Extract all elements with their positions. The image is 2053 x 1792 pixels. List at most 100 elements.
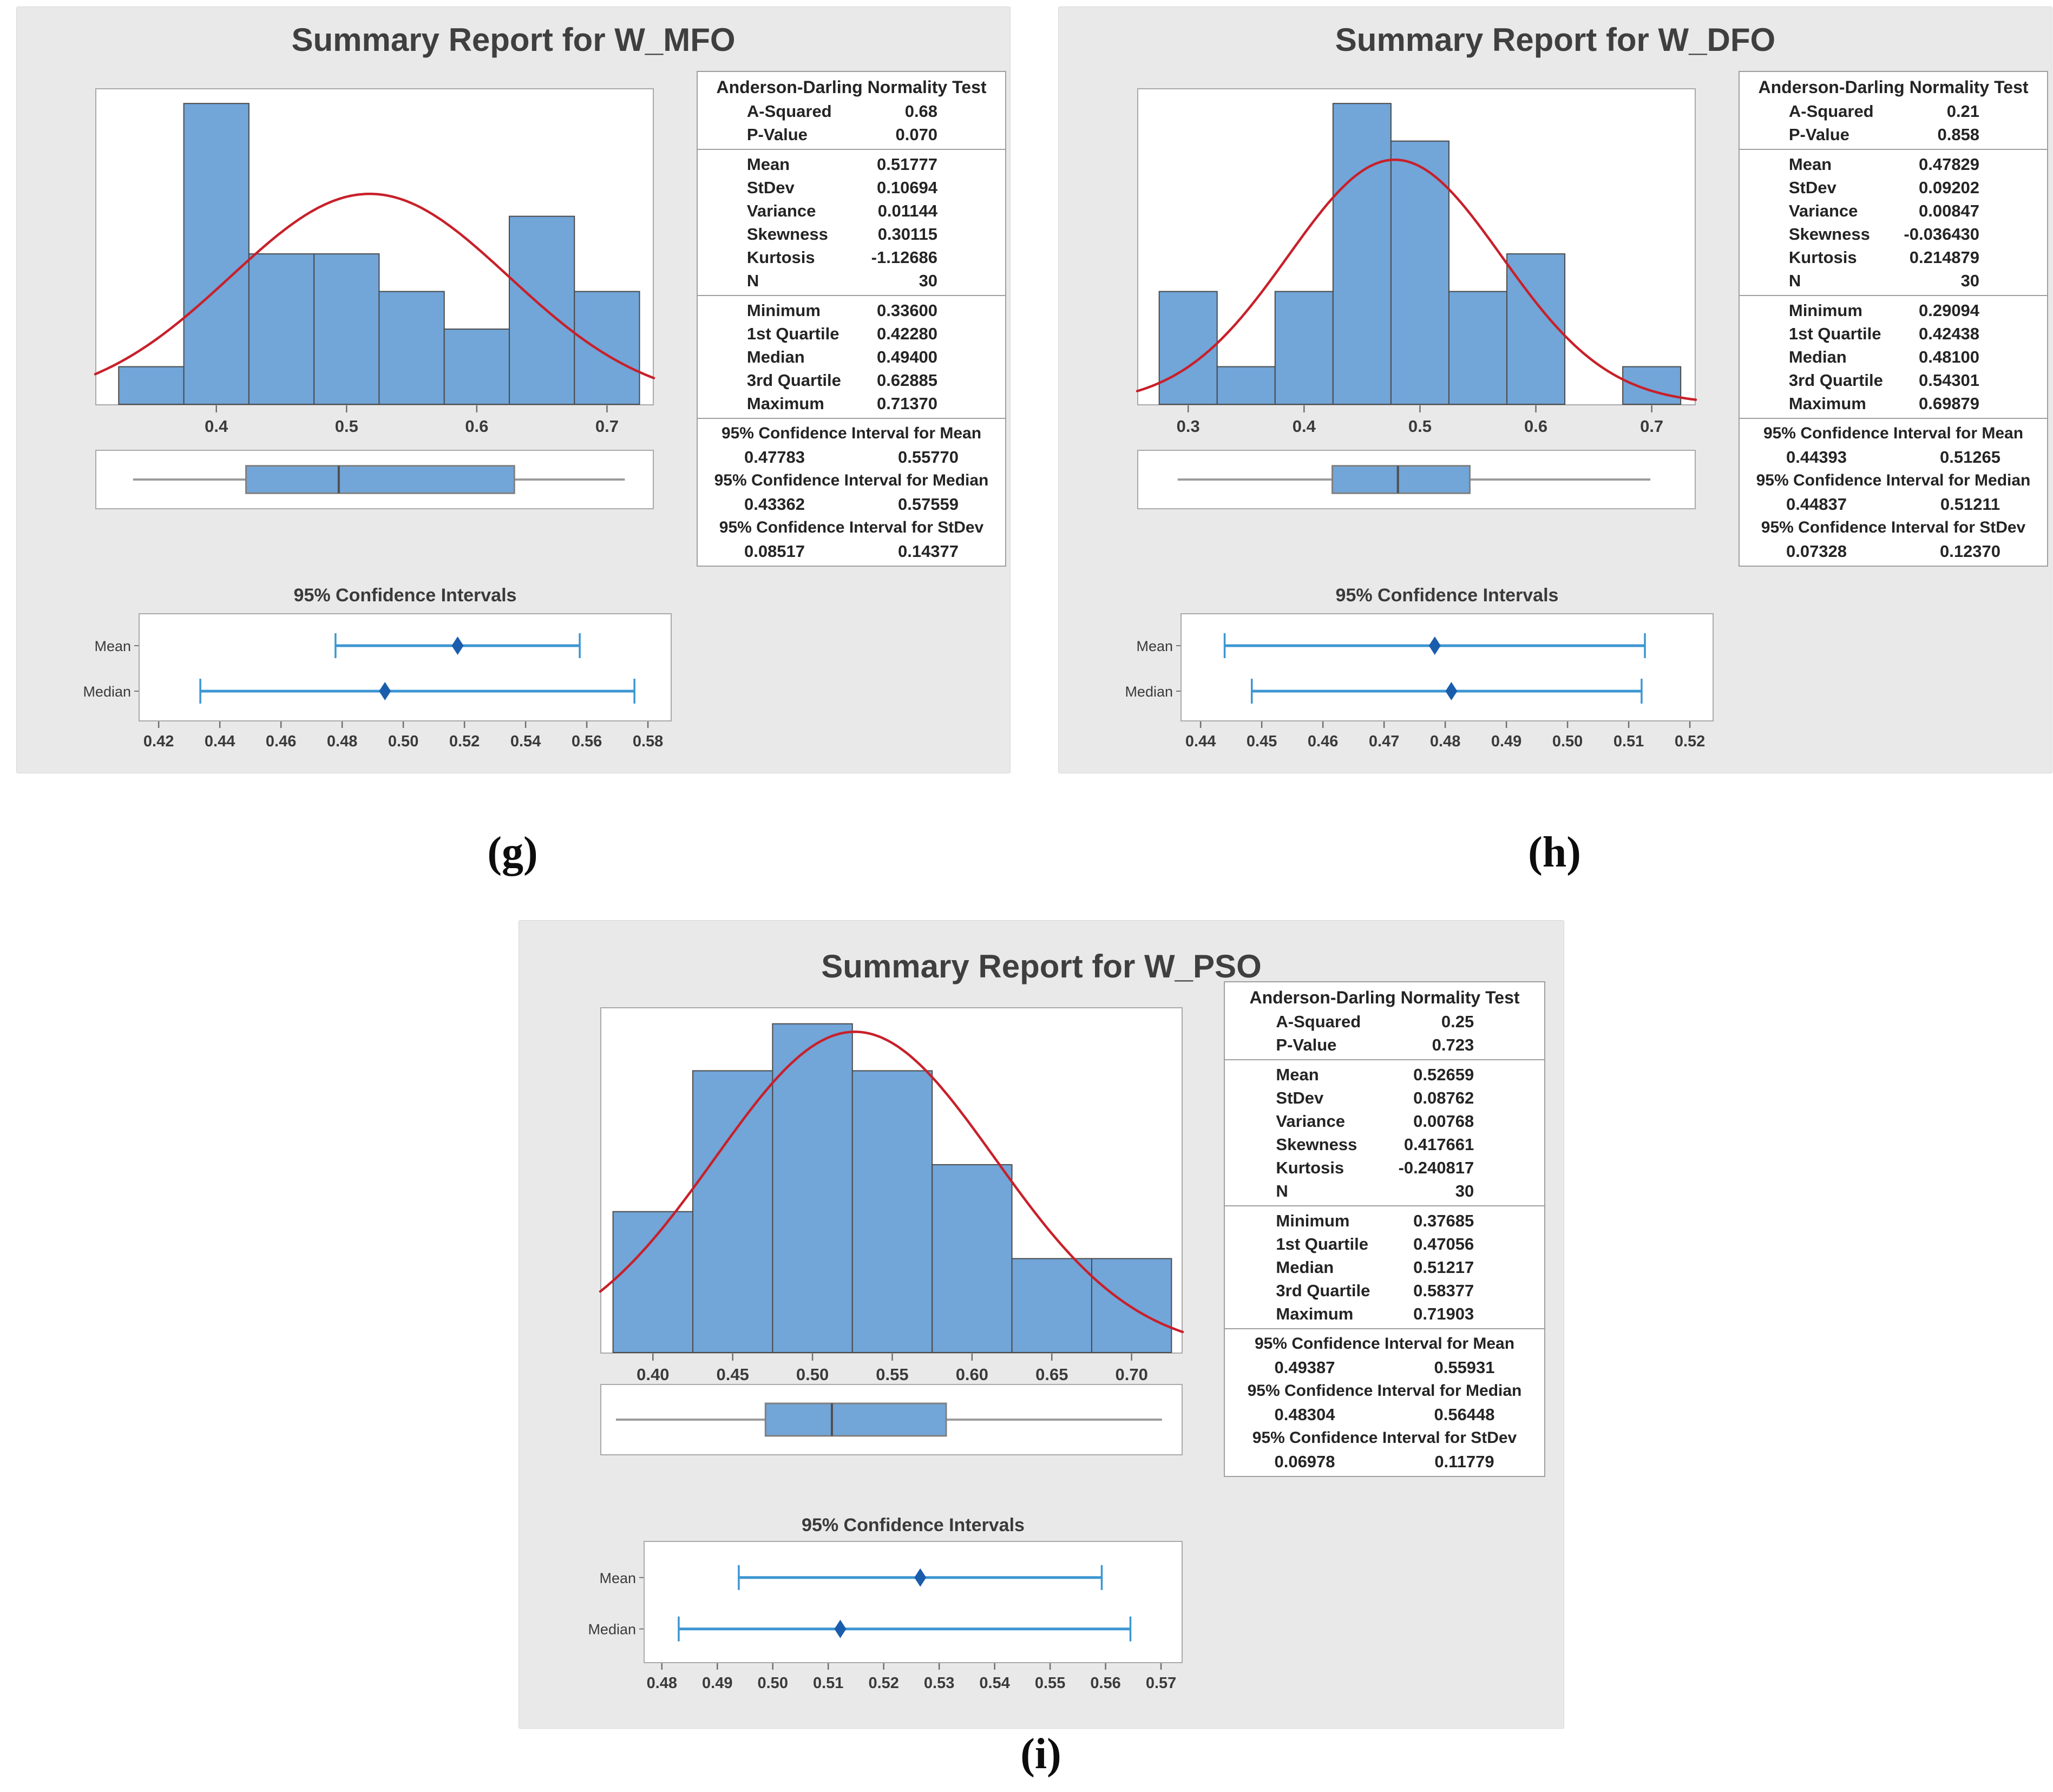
x-tick-label: 0.51 — [1613, 733, 1644, 750]
ci-high-value: 0.56448 — [1434, 1405, 1495, 1424]
ci-high-value: 0.51265 — [1939, 448, 2001, 467]
ci-row-label: Mean — [599, 1570, 636, 1586]
stat-value: 30 — [919, 271, 938, 290]
stats-test-title: Anderson-Darling Normality Test — [1758, 77, 2029, 97]
ci-heading: 95% Confidence Interval for Mean — [1254, 1335, 1515, 1353]
ci-heading: 95% Confidence Interval for Median — [714, 471, 989, 489]
stat-value: 0.01144 — [877, 201, 938, 220]
histogram-plot: 0.40 0.45 0.50 0.55 0.60 0.65 0.70 — [599, 1007, 1184, 1384]
stat-label: N — [746, 271, 759, 290]
stats-section: Mean 0.51777 StDev 0.10694 Variance 0.01144 Sk… — [698, 149, 1005, 295]
stat-value: 0.09202 — [1918, 178, 1980, 197]
stat-row: Median 0.51217 — [1225, 1256, 1544, 1279]
stat-row: A-Squared 0.21 — [1740, 100, 2047, 123]
stat-label: Maximum — [746, 394, 824, 413]
stat-label: A-Squared — [746, 102, 832, 121]
stats-section: Anderson-Darling Normality Test A-Squared… — [1225, 982, 1544, 1059]
confidence-interval-plot: Mean Median 0.44 0.45 0.46 0.47 0.48 0.49 0.50 0.… — [1125, 613, 1714, 750]
stat-label: StDev — [1276, 1088, 1324, 1107]
stat-label: 1st Quartile — [1788, 324, 1881, 343]
x-tick-label: 0.46 — [266, 733, 296, 750]
stat-label: StDev — [1788, 178, 1836, 197]
stat-label: StDev — [746, 178, 795, 197]
ci-marker-diamond — [1428, 636, 1441, 655]
stat-label: Variance — [1788, 201, 1858, 220]
x-tick-label: 0.56 — [1090, 1675, 1120, 1692]
ci-low-value: 0.44393 — [1786, 448, 1847, 467]
stat-row: N 30 — [698, 269, 1005, 292]
stat-row: Median 0.49400 — [698, 345, 1005, 369]
ci-plot-title: 95% Confidence Intervals — [802, 1515, 1025, 1535]
stat-value: 0.42438 — [1918, 324, 1980, 343]
stat-value: 0.08762 — [1413, 1088, 1474, 1107]
stat-row: Skewness -0.036430 — [1740, 222, 2047, 246]
stat-row: Variance 0.00847 — [1740, 199, 2047, 222]
ci-plot-area — [139, 613, 672, 721]
caption-h: (h) — [1528, 829, 1581, 876]
histogram-bar — [1506, 253, 1566, 405]
x-tick-label: 0.3 — [1177, 417, 1200, 436]
stat-row: Kurtosis -1.12686 — [698, 246, 1005, 269]
stat-row: StDev 0.09202 — [1740, 176, 2047, 199]
stats-section: Minimum 0.33600 1st Quartile 0.42280 Median 0… — [698, 295, 1005, 418]
stat-value: -0.036430 — [1904, 225, 1980, 244]
report-title: Summary Report for W_DFO — [1335, 22, 1776, 58]
histogram-bar — [1448, 291, 1508, 405]
x-tick-label: 0.48 — [647, 1675, 677, 1692]
ci-marker-diamond — [451, 636, 464, 655]
stat-label: Median — [1276, 1258, 1334, 1277]
x-tick-label: 0.6 — [465, 417, 488, 436]
stat-row: Maximum 0.69879 — [1740, 392, 2047, 415]
ci-low-value: 0.49387 — [1274, 1358, 1335, 1377]
stat-label: Skewness — [1788, 225, 1870, 244]
summary-panel-i: Summary Report for W_PSO 0.40 0.45 0.50 0.5… — [519, 920, 1564, 1729]
histogram-bar — [248, 253, 315, 405]
stat-label: Mean — [1788, 155, 1832, 174]
stat-row: Maximum 0.71903 — [1225, 1302, 1544, 1325]
x-tick-label: 0.54 — [979, 1675, 1009, 1692]
stat-value: 0.00847 — [1918, 201, 1980, 220]
ci-row-label: Mean — [1136, 638, 1173, 654]
x-tick-label: 0.47 — [1369, 733, 1399, 750]
stat-label: Maximum — [1276, 1304, 1354, 1323]
ci-row-label: Median — [83, 684, 131, 700]
x-tick-label: 0.70 — [1115, 1365, 1147, 1384]
histogram-bar — [443, 329, 510, 405]
stat-value: 0.71370 — [876, 394, 938, 413]
stat-row: Kurtosis -0.240817 — [1225, 1156, 1544, 1179]
x-tick-label: 0.53 — [924, 1675, 954, 1692]
ci-heading: 95% Confidence Interval for Mean — [1763, 424, 2024, 442]
ci-marker-diamond — [834, 1619, 847, 1638]
stat-row: 1st Quartile 0.47056 — [1225, 1232, 1544, 1256]
x-tick-label: 0.49 — [1491, 733, 1521, 750]
x-tick-label: 0.52 — [868, 1675, 898, 1692]
stat-label: 3rd Quartile — [1788, 371, 1883, 390]
ci-high-value: 0.55931 — [1434, 1358, 1495, 1377]
stats-section: 95% Confidence Interval for Mean 0.49387 0… — [1225, 1328, 1544, 1476]
stat-row: N 30 — [1225, 1179, 1544, 1203]
boxplot-box — [764, 1402, 947, 1437]
stat-label: 1st Quartile — [746, 324, 839, 343]
ci-marker-diamond — [1445, 682, 1458, 700]
stat-row: Mean 0.52659 — [1225, 1063, 1544, 1086]
stat-label: Mean — [1276, 1065, 1319, 1084]
ci-heading: 95% Confidence Interval for Mean — [721, 424, 982, 442]
stats-table: Anderson-Darling Normality Test A-Squared… — [1224, 981, 1545, 1477]
stat-value: 0.723 — [1432, 1035, 1474, 1054]
ci-low-value: 0.08517 — [744, 542, 805, 561]
stat-row: A-Squared 0.68 — [698, 100, 1005, 123]
summary-panel-g: Summary Report for W_MFO 0.4 0.5 0.6 0.7 An… — [16, 6, 1011, 773]
x-tick-label: 0.57 — [1146, 1675, 1176, 1692]
stat-value: 0.00768 — [1413, 1112, 1474, 1131]
stat-row: 1st Quartile 0.42438 — [1740, 322, 2047, 345]
histogram-bar — [1091, 1258, 1172, 1353]
stats-table: Anderson-Darling Normality Test A-Squared… — [1739, 71, 2048, 567]
stat-value: 0.33600 — [876, 301, 938, 320]
stat-value: 0.51777 — [876, 155, 938, 174]
ci-heading: 95% Confidence Interval for StDev — [719, 518, 984, 536]
x-tick-label: 0.45 — [1247, 733, 1277, 750]
stats-test-title: Anderson-Darling Normality Test — [716, 77, 987, 97]
stats-section: Minimum 0.37685 1st Quartile 0.47056 Median 0… — [1225, 1205, 1544, 1328]
histogram-bar — [851, 1070, 933, 1354]
stats-table: Anderson-Darling Normality Test A-Squared… — [697, 71, 1006, 567]
